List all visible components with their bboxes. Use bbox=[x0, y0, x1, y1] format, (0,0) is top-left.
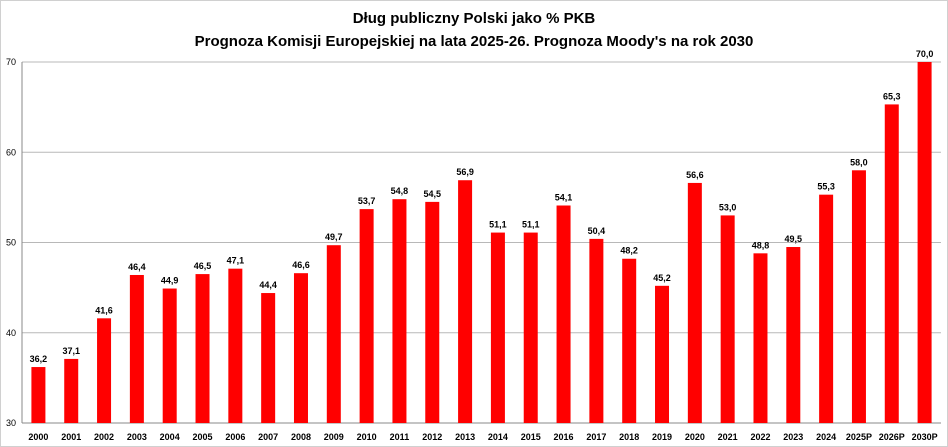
bar bbox=[851, 170, 866, 423]
bar bbox=[720, 215, 735, 423]
x-tick-label: 2004 bbox=[160, 432, 180, 442]
data-label: 54,1 bbox=[555, 192, 573, 202]
data-label: 70,0 bbox=[916, 49, 934, 59]
x-tick-label: 2006 bbox=[225, 432, 245, 442]
bar bbox=[884, 104, 899, 423]
bar bbox=[819, 194, 834, 423]
bar bbox=[326, 245, 341, 423]
bar bbox=[261, 293, 276, 423]
data-label: 41,6 bbox=[95, 305, 113, 315]
data-label: 54,5 bbox=[424, 189, 442, 199]
bar bbox=[458, 180, 473, 423]
x-tick-label: 2024 bbox=[816, 432, 836, 442]
bar bbox=[129, 274, 144, 423]
data-label: 51,1 bbox=[489, 220, 507, 230]
data-label: 44,4 bbox=[259, 280, 277, 290]
data-label: 56,9 bbox=[456, 167, 474, 177]
data-label: 49,7 bbox=[325, 232, 343, 242]
y-axis-ticks: 30 40 50 60 70 bbox=[6, 57, 16, 428]
x-axis-ticks: 2000 2001 2002 2003 2004 2005 2006 2007 2008 2009… bbox=[28, 432, 937, 442]
data-label: 50,4 bbox=[588, 226, 606, 236]
bar bbox=[523, 232, 538, 423]
x-tick-label: 2008 bbox=[291, 432, 311, 442]
y-tick-label: 30 bbox=[6, 418, 16, 428]
bar bbox=[359, 209, 374, 423]
data-label: 46,6 bbox=[292, 260, 310, 270]
data-label: 54,8 bbox=[391, 186, 409, 196]
data-label: 37,1 bbox=[62, 346, 80, 356]
data-label: 49,5 bbox=[785, 234, 803, 244]
bar bbox=[425, 201, 440, 423]
bar bbox=[786, 247, 801, 423]
chart-title: Dług publiczny Polski jako % PKB bbox=[353, 10, 596, 27]
x-tick-label: 2001 bbox=[61, 432, 81, 442]
y-tick-label: 40 bbox=[6, 328, 16, 338]
bar bbox=[228, 268, 243, 423]
x-tick-label: 2002 bbox=[94, 432, 114, 442]
chart-subtitle: Prognoza Komisji Europejskiej na lata 20… bbox=[195, 33, 754, 50]
data-label: 47,1 bbox=[227, 256, 245, 266]
x-tick-label: 2023 bbox=[783, 432, 803, 442]
y-tick-label: 50 bbox=[6, 238, 16, 248]
gridlines bbox=[22, 61, 941, 424]
x-tick-label: 2021 bbox=[718, 432, 738, 442]
data-label: 44,9 bbox=[161, 276, 179, 286]
data-label: 46,5 bbox=[194, 261, 212, 271]
data-label: 45,2 bbox=[653, 273, 671, 283]
data-label: 58,0 bbox=[850, 157, 868, 167]
data-label: 55,3 bbox=[817, 182, 835, 192]
bar bbox=[917, 62, 932, 423]
bar bbox=[687, 182, 702, 423]
bars bbox=[31, 62, 932, 423]
data-label: 53,7 bbox=[358, 196, 376, 206]
bar bbox=[64, 358, 79, 423]
data-label: 51,1 bbox=[522, 220, 540, 230]
bar bbox=[293, 273, 308, 423]
x-tick-label: 2010 bbox=[357, 432, 377, 442]
x-tick-label: 2017 bbox=[586, 432, 606, 442]
x-tick-label: 2015 bbox=[521, 432, 541, 442]
x-tick-label: 2019 bbox=[652, 432, 672, 442]
data-label: 53,0 bbox=[719, 202, 737, 212]
x-tick-label: 2007 bbox=[258, 432, 278, 442]
x-tick-label: 2016 bbox=[554, 432, 574, 442]
bar bbox=[589, 238, 604, 423]
bar bbox=[97, 318, 112, 423]
x-tick-label: 2022 bbox=[750, 432, 770, 442]
x-tick-label: 2020 bbox=[685, 432, 705, 442]
x-tick-label: 2013 bbox=[455, 432, 475, 442]
data-label: 56,6 bbox=[686, 170, 704, 180]
bar bbox=[753, 253, 768, 423]
bar bbox=[655, 285, 670, 423]
data-label: 36,2 bbox=[30, 354, 48, 364]
bar bbox=[490, 232, 505, 423]
bar bbox=[392, 199, 407, 423]
x-tick-label: 2018 bbox=[619, 432, 639, 442]
bar bbox=[622, 258, 637, 423]
x-tick-label: 2012 bbox=[422, 432, 442, 442]
bar bbox=[556, 205, 571, 423]
data-label: 65,3 bbox=[883, 91, 901, 101]
x-tick-label: 2026P bbox=[879, 432, 905, 442]
x-tick-label: 2011 bbox=[390, 432, 410, 442]
bar bbox=[195, 274, 210, 423]
x-tick-label: 2000 bbox=[28, 432, 48, 442]
y-tick-label: 70 bbox=[6, 57, 16, 67]
x-tick-label: 2009 bbox=[324, 432, 344, 442]
data-label: 46,4 bbox=[128, 262, 146, 272]
bar bbox=[31, 367, 46, 423]
x-tick-label: 2003 bbox=[127, 432, 147, 442]
data-label: 48,8 bbox=[752, 240, 770, 250]
x-tick-label: 2025P bbox=[846, 432, 872, 442]
x-tick-label: 2030P bbox=[912, 432, 938, 442]
x-tick-label: 2014 bbox=[488, 432, 508, 442]
x-tick-label: 2005 bbox=[193, 432, 213, 442]
data-label: 48,2 bbox=[620, 246, 638, 256]
data-labels: 36,2 37,1 41,6 46,4 44,9 46,5 47,1 44,4 46,6 49,7… bbox=[30, 49, 934, 364]
y-tick-label: 60 bbox=[6, 147, 16, 157]
bar bbox=[162, 288, 177, 423]
